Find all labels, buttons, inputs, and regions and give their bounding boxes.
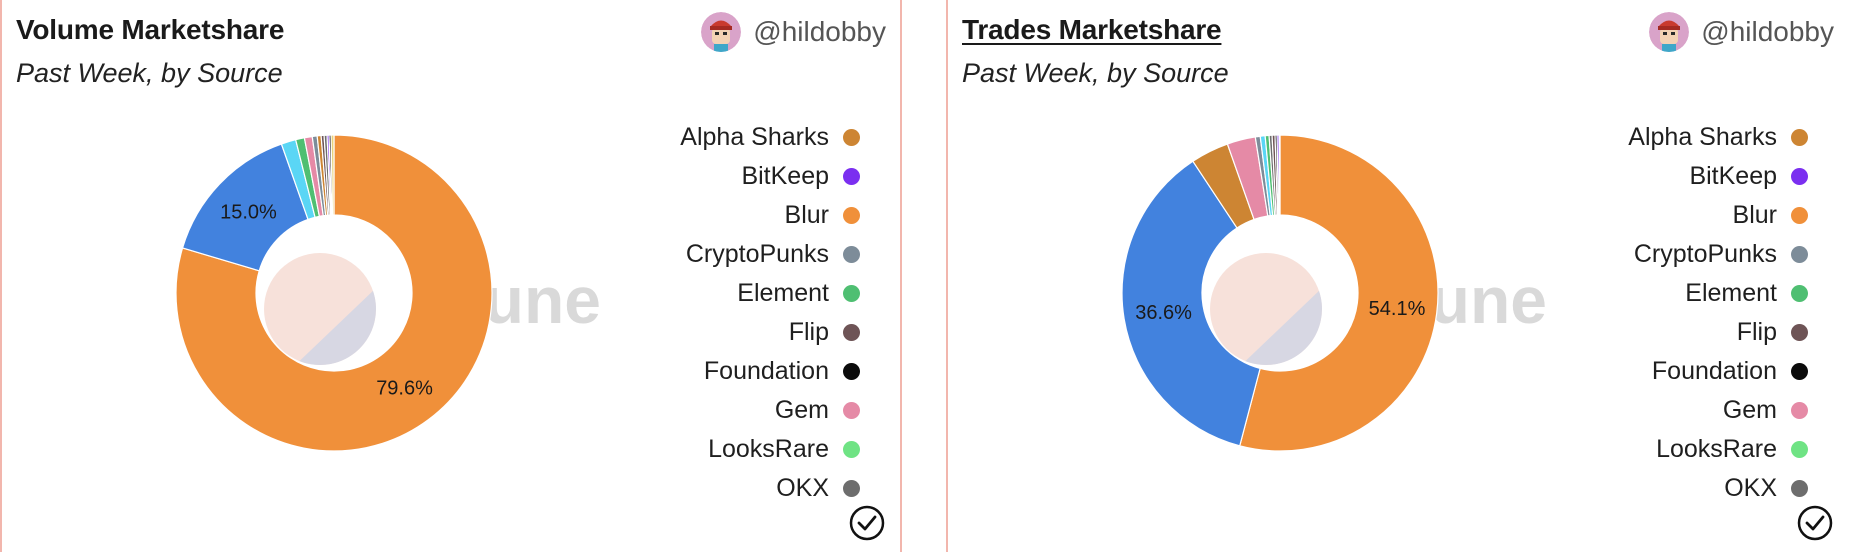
legend-item[interactable]: OKX (540, 469, 860, 508)
pie-slice-other[interactable] (1278, 134, 1281, 216)
legend-label: CryptoPunks (685, 240, 829, 268)
legend-swatch (1791, 480, 1808, 497)
legend-swatch (843, 402, 860, 419)
legend-swatch (843, 168, 860, 185)
legend-item[interactable]: Alpha Sharks (540, 118, 860, 157)
author-badge[interactable]: @hildobby (1649, 12, 1834, 52)
legend-swatch (1791, 129, 1808, 146)
pie-slice-other[interactable] (330, 134, 335, 216)
legend-item[interactable]: Gem (1488, 391, 1808, 430)
legend-item[interactable]: Blur (540, 196, 860, 235)
chart-title: Volume Marketshare (16, 14, 285, 45)
legend-item[interactable]: CryptoPunks (540, 235, 860, 274)
legend-label: Flip (788, 318, 829, 346)
legend-item[interactable]: Flip (540, 313, 860, 352)
legend-item[interactable]: BitKeep (1488, 157, 1808, 196)
author-badge[interactable]: @hildobby (701, 12, 886, 52)
data-label: 79.6% (376, 378, 433, 400)
legend-item[interactable]: LooksRare (540, 430, 860, 469)
center-logo-icon (264, 253, 376, 365)
legend-label: OKX (776, 474, 829, 502)
avatar[interactable] (701, 12, 742, 52)
legend-label: LooksRare (1656, 435, 1777, 463)
legend-swatch (1791, 246, 1808, 263)
legend-swatch (843, 480, 860, 497)
chart-legend: Alpha Sharks BitKeep Blur CryptoPunks Elemen… (540, 118, 860, 508)
legend-swatch (843, 246, 860, 263)
pie-slice-x2y2[interactable] (1121, 160, 1261, 447)
legend-swatch (1791, 402, 1808, 419)
check-circle-icon[interactable] (848, 504, 886, 542)
chart-title[interactable]: Trades Marketshare (962, 14, 1222, 45)
legend-label: BitKeep (741, 162, 829, 190)
legend-label: Blur (784, 201, 829, 229)
legend-swatch (843, 207, 860, 224)
data-label: 36.6% (1135, 302, 1192, 324)
author-handle[interactable]: @hildobby (753, 16, 886, 47)
avatar-icon (701, 12, 742, 52)
legend-label: Blur (1732, 201, 1777, 229)
pie-slice-x2y2[interactable] (181, 143, 309, 272)
legend-label: Gem (774, 396, 829, 424)
pie-slice-blur[interactable] (1239, 134, 1439, 452)
legend-item[interactable]: Element (1488, 274, 1808, 313)
legend-item[interactable]: Alpha Sharks (1488, 118, 1808, 157)
legend-item[interactable]: CryptoPunks (1488, 235, 1808, 274)
legend-label: Foundation (703, 357, 829, 385)
legend-item[interactable]: Foundation (540, 352, 860, 391)
legend-item[interactable]: Element (540, 274, 860, 313)
legend-item[interactable]: Flip (1488, 313, 1808, 352)
legend-item[interactable]: BitKeep (540, 157, 860, 196)
pie-slice-blur[interactable] (175, 134, 493, 452)
legend-swatch (843, 324, 860, 341)
check-circle-icon[interactable] (1796, 504, 1834, 542)
volume-marketshare-panel: Dune 79.6% 15.0% Volume Marketshare Past W… (0, 0, 902, 552)
legend-swatch (843, 285, 860, 302)
data-label: 15.0% (220, 202, 277, 224)
chart-legend: Alpha Sharks BitKeep Blur CryptoPunks Elemen… (1488, 118, 1808, 508)
legend-item[interactable]: Gem (540, 391, 860, 430)
chart-subtitle: Past Week, by Source (962, 58, 1229, 88)
legend-label: Alpha Sharks (680, 123, 829, 151)
legend-item[interactable]: Blur (1488, 196, 1808, 235)
legend-label: LooksRare (708, 435, 829, 463)
legend-label: Gem (1722, 396, 1777, 424)
center-logo-icon (1210, 253, 1322, 365)
legend-swatch (1791, 168, 1808, 185)
legend-item[interactable]: OKX (1488, 469, 1808, 508)
data-label: 54.1% (1369, 298, 1426, 320)
avatar-icon (1649, 12, 1690, 52)
legend-label: Foundation (1651, 357, 1777, 385)
legend-label: Element (1685, 279, 1777, 307)
legend-label: Flip (1736, 318, 1777, 346)
legend-item[interactable]: LooksRare (1488, 430, 1808, 469)
legend-item[interactable]: Foundation (1488, 352, 1808, 391)
legend-label: Element (737, 279, 829, 307)
trades-marketshare-panel: Dune 54.1% 36.6% Trades Marketshare Past W… (946, 0, 1848, 552)
legend-label: CryptoPunks (1633, 240, 1777, 268)
chart-subtitle: Past Week, by Source (16, 58, 283, 88)
legend-swatch (843, 363, 860, 380)
author-handle[interactable]: @hildobby (1701, 16, 1834, 47)
legend-swatch (1791, 363, 1808, 380)
legend-swatch (843, 441, 860, 458)
avatar[interactable] (1649, 12, 1690, 52)
legend-swatch (1791, 441, 1808, 458)
legend-label: Alpha Sharks (1628, 123, 1777, 151)
legend-swatch (1791, 207, 1808, 224)
legend-swatch (843, 129, 860, 146)
legend-swatch (1791, 324, 1808, 341)
legend-label: BitKeep (1689, 162, 1777, 190)
legend-swatch (1791, 285, 1808, 302)
legend-label: OKX (1724, 474, 1777, 502)
